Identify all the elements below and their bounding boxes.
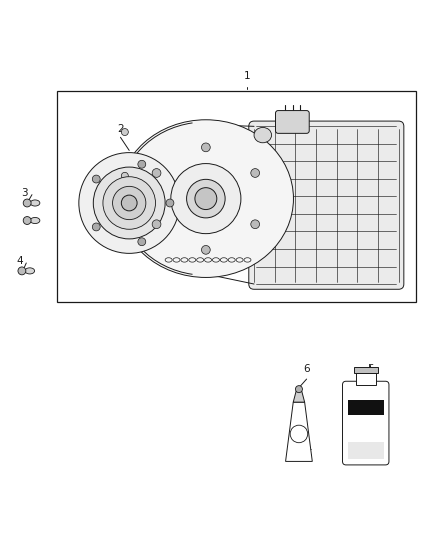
Circle shape — [251, 168, 260, 177]
Circle shape — [18, 267, 26, 275]
Ellipse shape — [25, 268, 35, 274]
Circle shape — [113, 187, 146, 220]
FancyBboxPatch shape — [249, 121, 404, 289]
Circle shape — [93, 167, 165, 239]
Circle shape — [295, 386, 303, 393]
Circle shape — [152, 168, 161, 177]
Text: 1: 1 — [244, 71, 251, 81]
Ellipse shape — [254, 127, 272, 143]
Circle shape — [171, 164, 241, 233]
Circle shape — [201, 143, 210, 152]
Circle shape — [23, 199, 31, 207]
Circle shape — [121, 128, 128, 135]
Circle shape — [152, 220, 161, 229]
FancyBboxPatch shape — [276, 110, 309, 133]
Text: 3: 3 — [21, 188, 28, 198]
Bar — [348, 400, 384, 422]
Circle shape — [79, 152, 180, 253]
Ellipse shape — [118, 120, 293, 278]
Circle shape — [121, 172, 128, 179]
Bar — [354, 367, 378, 373]
Circle shape — [121, 216, 128, 223]
Polygon shape — [293, 391, 305, 402]
Circle shape — [92, 175, 100, 183]
Circle shape — [166, 199, 174, 207]
Bar — [348, 442, 384, 459]
Bar — [348, 415, 384, 422]
Circle shape — [201, 246, 210, 254]
Circle shape — [251, 220, 260, 229]
Circle shape — [121, 195, 137, 211]
Polygon shape — [286, 402, 312, 462]
Text: 2: 2 — [117, 124, 124, 134]
Circle shape — [138, 238, 146, 246]
Circle shape — [138, 160, 146, 168]
Text: 6: 6 — [303, 365, 310, 374]
Ellipse shape — [30, 200, 40, 206]
Circle shape — [92, 223, 100, 231]
Ellipse shape — [30, 217, 40, 223]
Text: 4: 4 — [16, 256, 23, 266]
Circle shape — [187, 179, 225, 218]
Text: 5: 5 — [367, 365, 374, 374]
Circle shape — [195, 188, 217, 209]
Circle shape — [103, 177, 155, 229]
FancyBboxPatch shape — [343, 381, 389, 465]
Bar — [57, 91, 416, 302]
Bar — [356, 373, 376, 385]
Circle shape — [23, 216, 31, 224]
